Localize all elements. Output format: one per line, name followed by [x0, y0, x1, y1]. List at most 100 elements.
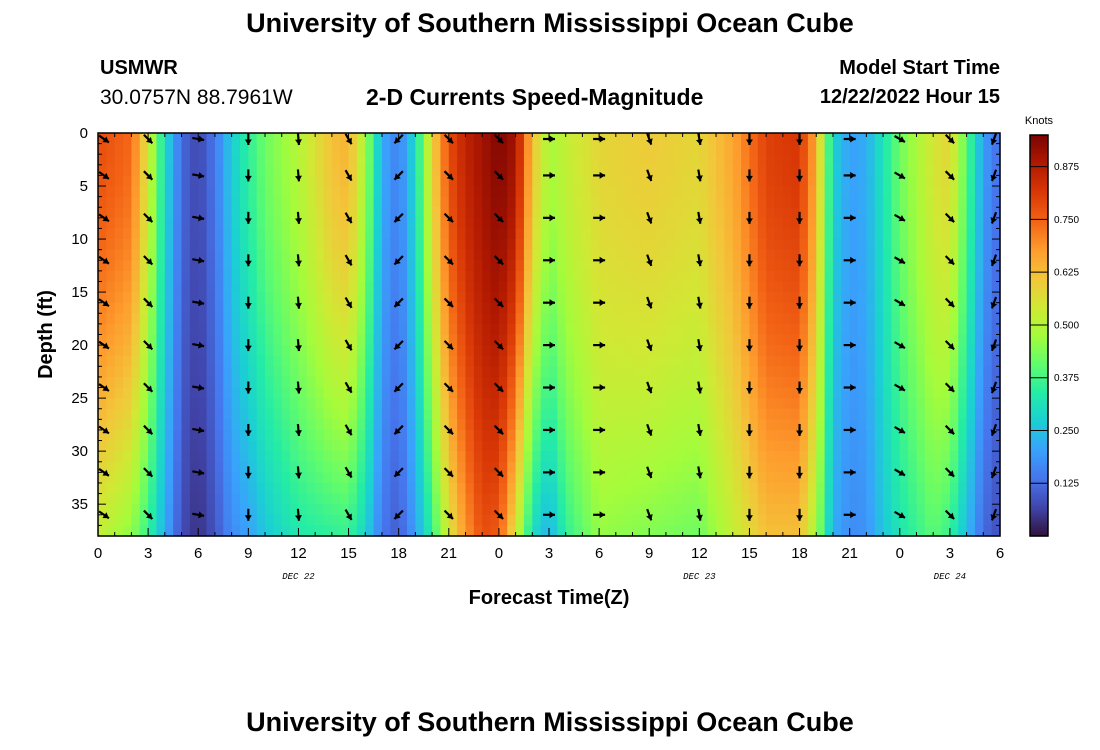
heatmap-cell	[640, 154, 650, 166]
current-vector	[98, 298, 110, 308]
heatmap-cell	[173, 323, 183, 336]
heatmap-cell	[239, 376, 249, 389]
heatmap-cell	[791, 472, 801, 484]
heatmap-cell	[841, 217, 851, 230]
heatmap-cell	[933, 313, 943, 325]
heatmap-cell	[490, 143, 500, 155]
current-vector	[894, 510, 906, 519]
current-vector	[443, 340, 454, 351]
heatmap-cell	[974, 482, 984, 495]
heatmap-cell	[832, 207, 842, 219]
heatmap-cell	[281, 451, 291, 463]
heatmap-cell	[983, 376, 993, 389]
heatmap-cell	[189, 366, 199, 378]
heatmap-cell	[682, 398, 692, 410]
heatmap-cell	[498, 260, 508, 272]
heatmap-cell	[148, 302, 158, 314]
colorbar-step	[1030, 185, 1048, 189]
heatmap-cell	[791, 164, 801, 177]
heatmap-cell	[373, 133, 383, 145]
heatmap-cell	[223, 355, 233, 367]
heatmap-cell	[381, 482, 391, 495]
x-axis-label: Forecast Time(Z)	[469, 587, 630, 609]
heatmap-cell	[941, 239, 951, 251]
heatmap-cell	[699, 154, 709, 166]
heatmap-cell	[741, 302, 751, 314]
heatmap-cell	[807, 525, 817, 537]
heatmap-cell	[640, 323, 650, 336]
heatmap-cell	[899, 133, 909, 145]
heatmap-cell	[582, 408, 592, 420]
colorbar-step	[1030, 395, 1048, 399]
heatmap-cell	[624, 334, 634, 346]
heatmap-cell	[966, 398, 976, 410]
heatmap-cell	[899, 270, 909, 283]
heatmap-cell	[599, 376, 609, 389]
heatmap-cell	[590, 355, 600, 367]
heatmap-cell	[858, 133, 867, 145]
heatmap-cell	[181, 366, 191, 378]
heatmap-cell	[841, 207, 851, 219]
heatmap-cell	[624, 175, 634, 187]
heatmap-cell	[390, 461, 400, 473]
heatmap-cell	[523, 461, 533, 473]
heatmap-cell	[807, 207, 817, 219]
heatmap-cell	[574, 525, 584, 537]
heatmap-cell	[465, 260, 475, 272]
heatmap-cell	[615, 249, 625, 261]
heatmap-cell	[490, 239, 500, 251]
heatmap-cell	[590, 164, 600, 177]
heatmap-cell	[189, 249, 199, 261]
heatmap-cell	[958, 164, 968, 177]
heatmap-cell	[482, 270, 492, 283]
heatmap-cell	[256, 154, 266, 166]
current-vector	[192, 214, 205, 222]
heatmap-cell	[540, 313, 550, 325]
heatmap-cell	[640, 472, 650, 484]
heatmap-cell	[933, 217, 943, 230]
heatmap-cell	[574, 207, 584, 219]
heatmap-cell	[966, 514, 976, 526]
heatmap-cell	[757, 154, 767, 166]
heatmap-cell	[223, 482, 233, 495]
heatmap-cell	[365, 207, 375, 219]
heatmap-cell	[891, 228, 901, 240]
heatmap-cell	[189, 239, 199, 251]
heatmap-cell	[423, 270, 433, 283]
heatmap-cell	[298, 493, 308, 505]
heatmap-cell	[206, 207, 216, 219]
heatmap-cell	[682, 461, 692, 473]
heatmap-cell	[407, 461, 416, 473]
heatmap-cell	[139, 376, 149, 389]
heatmap-cell	[582, 345, 592, 357]
heatmap-cell	[774, 472, 784, 484]
heatmap-cell	[958, 514, 968, 526]
heatmap-cell	[139, 164, 149, 177]
heatmap-cell	[841, 334, 851, 346]
heatmap-cell	[874, 143, 884, 155]
heatmap-cell	[582, 525, 592, 537]
heatmap-cell	[173, 345, 183, 357]
heatmap-cell	[248, 355, 258, 367]
heatmap-cell	[632, 239, 642, 251]
heatmap-cell	[223, 196, 233, 208]
heatmap-cell	[331, 525, 341, 537]
current-vector	[543, 171, 555, 179]
x-tick-label: 12	[290, 545, 307, 562]
heatmap-cell	[498, 302, 508, 314]
heatmap-cell	[198, 408, 208, 420]
heatmap-cell	[816, 175, 826, 187]
heatmap-cell	[440, 313, 450, 325]
heatmap-cell	[782, 313, 792, 325]
heatmap-cell	[966, 207, 976, 219]
heatmap-cell	[991, 525, 1001, 537]
heatmap-cell	[131, 334, 141, 346]
heatmap-cell	[106, 281, 116, 293]
heatmap-cell	[381, 451, 391, 463]
heatmap-cell	[983, 186, 993, 198]
heatmap-cell	[423, 217, 433, 230]
heatmap-cell	[340, 186, 350, 198]
heatmap-cell	[665, 207, 675, 219]
heatmap-cell	[699, 239, 709, 251]
current-vector	[646, 466, 653, 479]
